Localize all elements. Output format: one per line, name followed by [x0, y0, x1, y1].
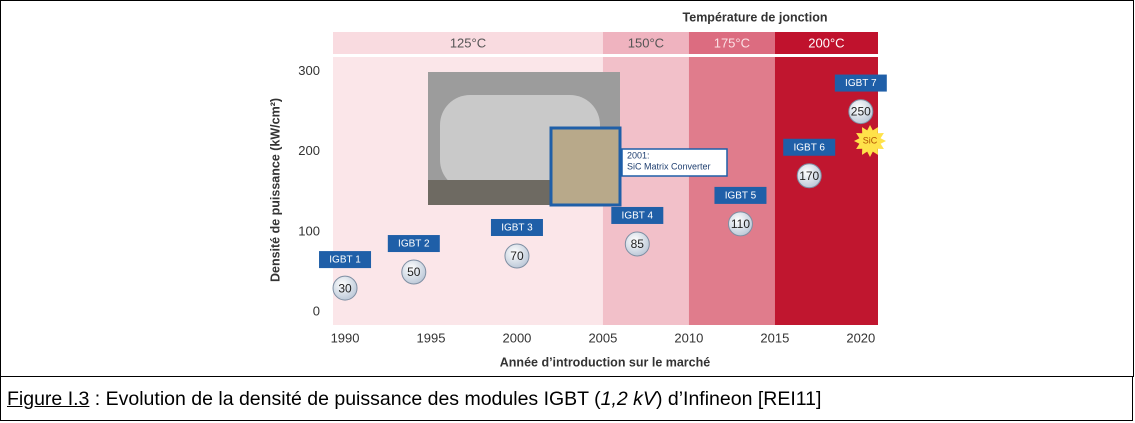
point-value: 250 — [851, 105, 871, 119]
point-label-box — [490, 218, 543, 236]
point — [332, 275, 358, 301]
point-value: 170 — [799, 169, 819, 183]
y-axis-title: Densité de puissance (kW/cm²) — [268, 98, 282, 282]
y-tick-label: 300 — [298, 63, 320, 78]
x-tick-label: 2010 — [674, 330, 703, 345]
point-label-box — [387, 235, 440, 253]
x-tick-label: 2020 — [846, 330, 875, 345]
photo-converter — [549, 126, 622, 207]
point-label-box — [714, 186, 767, 204]
band-header — [774, 32, 878, 54]
point — [796, 163, 822, 189]
x-axis-title: Année d’introduction sur le marché — [500, 355, 710, 369]
point-label: IGBT 6 — [793, 142, 825, 153]
badge-text: SiC — [863, 135, 878, 145]
band-label: 200°C — [808, 35, 844, 50]
band-header — [688, 32, 775, 54]
point-label: IGBT 5 — [725, 191, 757, 202]
point-label: IGBT 7 — [845, 78, 877, 89]
band-label: 125°C — [450, 35, 486, 50]
caption-figure: Figure I.3 — [7, 388, 90, 410]
point — [727, 211, 753, 237]
caption-text: : Evolution de la densité de puissance d… — [89, 388, 601, 410]
caption-italic: 1,2 kV — [600, 388, 656, 410]
x-tick-label: 2005 — [588, 330, 617, 345]
point-label-box — [783, 138, 836, 156]
x-tick-label: 1995 — [417, 330, 446, 345]
band-title: Température de jonction — [683, 10, 828, 24]
caption-text: ) d’Infineon [REI11] — [655, 388, 822, 410]
annotation-text: 2001: — [627, 150, 650, 160]
point-label-box — [611, 206, 664, 224]
caption: Figure I.3 : Evolution de la densité de … — [0, 376, 1133, 421]
point-value: 30 — [338, 281, 352, 295]
x-tick-label: 2000 — [502, 330, 531, 345]
point-value: 110 — [731, 217, 750, 231]
point — [848, 99, 874, 125]
point-value: 70 — [510, 249, 524, 263]
point-value: 85 — [631, 237, 645, 251]
x-tick-label: 1990 — [331, 330, 360, 345]
annotation-box — [621, 148, 728, 177]
point-value: 50 — [407, 265, 421, 279]
point-label: IGBT 3 — [501, 223, 533, 234]
point-label: IGBT 1 — [329, 255, 361, 266]
point-label: IGBT 2 — [398, 239, 430, 250]
annotation-text: SiC Matrix Converter — [627, 161, 711, 171]
point — [504, 243, 530, 269]
temperature-band — [774, 57, 878, 325]
band-header — [602, 32, 689, 54]
point-label-box — [319, 251, 372, 269]
y-tick-label: 200 — [298, 143, 320, 158]
y-tick-label: 100 — [298, 223, 320, 238]
point-label-box — [834, 74, 887, 92]
point-label: IGBT 4 — [622, 211, 654, 222]
badge-star — [854, 125, 886, 157]
point — [624, 231, 650, 257]
point — [401, 259, 427, 285]
x-tick-label: 2015 — [760, 330, 789, 345]
band-label: 175°C — [714, 35, 750, 50]
band-header — [333, 32, 603, 54]
chart: Température de jonction Densité de puiss… — [0, 0, 1134, 377]
y-tick-label: 0 — [313, 304, 320, 319]
band-label: 150°C — [628, 35, 664, 50]
